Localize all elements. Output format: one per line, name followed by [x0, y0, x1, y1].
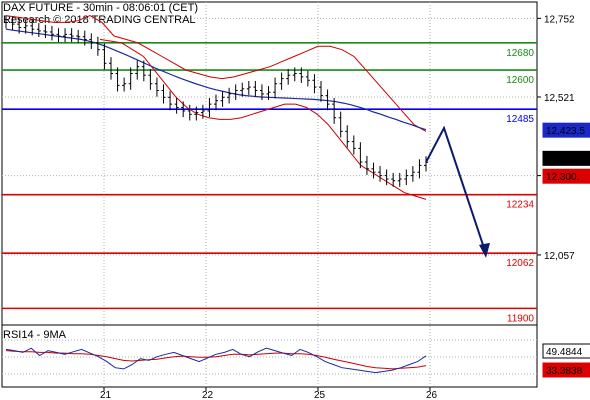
moving-average [5, 28, 427, 131]
forecast-arrow [425, 125, 490, 258]
band-upper [5, 15, 427, 132]
rsi-line [5, 347, 427, 374]
price-series [4, 16, 428, 187]
grid: 21 22 25 26 [1, 1, 538, 400]
x-tick-label: 22 [202, 390, 214, 400]
level-label: 12485 [506, 114, 534, 125]
chart-subtitle: Research © 2018 TRADING CENTRAL [3, 14, 196, 26]
level-label: 12680 [506, 48, 534, 59]
y-tick-label: 12,752 [544, 14, 575, 25]
rsi-title: RSI14 - 9MA [3, 329, 66, 341]
x-tick-label: 25 [314, 390, 326, 400]
price-tag-ma: 12,423.5 [546, 126, 585, 137]
band-lower [99, 38, 427, 200]
level-label: 11900 [507, 313, 535, 324]
rsi-ma-line [5, 350, 427, 370]
bollinger-bands [5, 15, 427, 200]
level-label: 12600 [506, 75, 534, 86]
rsi-tag-value: 49.4844 [546, 347, 583, 358]
y-tick-label: 12,057 [544, 251, 575, 262]
forecast-arrowhead [479, 242, 490, 258]
price-tag-band: 12,300. [546, 172, 579, 183]
level-label: 12062 [506, 258, 534, 269]
price-tags: 12,423.5 12,329 12,300. 49.4844 33.3838 [542, 122, 590, 378]
price-tag-last-bg [542, 150, 590, 166]
rsi-tag-ma-bg [542, 362, 590, 378]
chart-title: DAX FUTURE - 30min - 08:06:01 (CET) [3, 2, 198, 14]
y-tick-label: 12,521 [544, 93, 575, 104]
y-axis: 12,752 12,521 12,057 [537, 14, 575, 262]
x-tick-label: 26 [426, 390, 438, 400]
support-resistance-levels: 12680 12600 12485 12234 12062 11900 [2, 42, 537, 324]
level-label: 12234 [506, 200, 534, 211]
price-tag-ma-bg [542, 122, 590, 138]
price-tag-band-bg [542, 168, 590, 184]
price-tag-last: 12,329 [546, 154, 577, 165]
rsi-panel [5, 347, 427, 374]
rsi-tag-ma: 33.3838 [546, 366, 583, 377]
rsi-tag-value-bg [542, 343, 590, 359]
forecast-path [425, 125, 487, 255]
ma-line [5, 28, 427, 131]
x-tick-label: 21 [100, 390, 112, 400]
